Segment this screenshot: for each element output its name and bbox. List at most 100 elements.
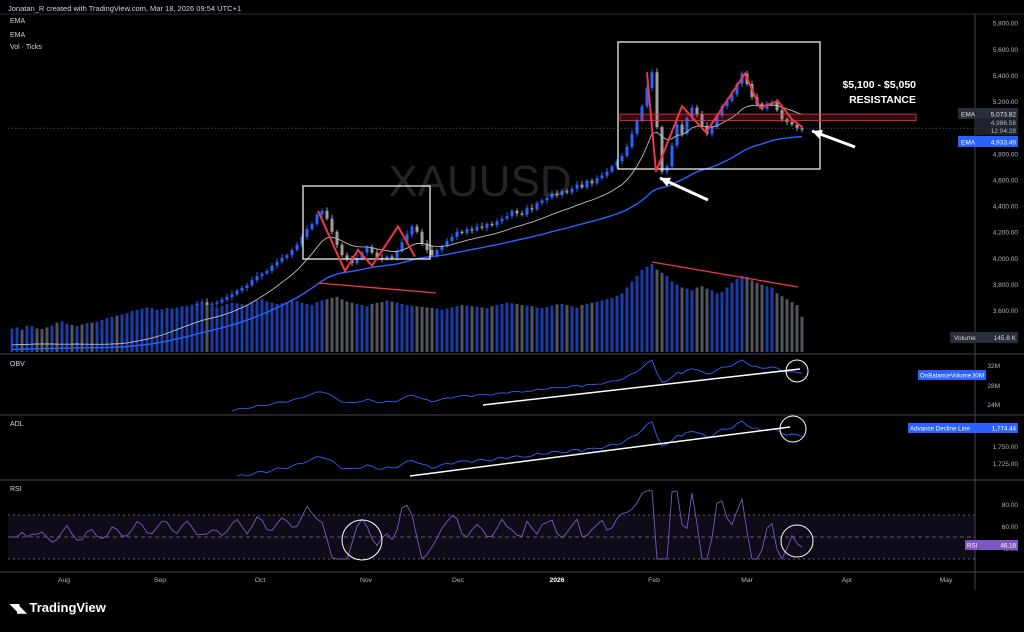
last-price-value: 4,986.56	[991, 120, 1017, 127]
candle-body	[710, 127, 714, 134]
rsi-line	[12, 490, 803, 561]
volume-bar	[145, 307, 149, 352]
volume-bar	[245, 304, 249, 352]
volume-bar	[315, 302, 319, 352]
volume-bar	[185, 306, 189, 352]
candle-body	[420, 231, 424, 244]
volume-bar	[40, 329, 44, 352]
candle-body	[365, 247, 369, 253]
candle-body	[550, 193, 554, 198]
candle-body	[640, 106, 644, 121]
candle-body	[495, 221, 499, 226]
volume-bar	[600, 300, 604, 352]
volume-bar	[490, 306, 494, 352]
volume-bar	[725, 287, 729, 352]
candle-body	[565, 191, 569, 193]
adl-tick-label: 1,750.00	[993, 444, 1019, 451]
volume-bar	[630, 281, 634, 352]
candle-body	[595, 178, 599, 184]
volume-bar	[240, 303, 244, 352]
candle-body	[325, 210, 329, 219]
volume-bar	[310, 305, 314, 352]
volume-bar	[710, 290, 714, 352]
candle-body	[600, 175, 604, 179]
ema-slow-tag-label: EMA	[961, 140, 976, 147]
resistance-label: RESISTANCE	[849, 94, 916, 106]
candle-body	[545, 197, 549, 201]
adl-tag-value: 1,774.44	[992, 426, 1017, 433]
volume-bar	[540, 308, 544, 352]
volume-bar	[445, 308, 449, 352]
volume-bar	[560, 303, 564, 352]
volume-bar	[100, 319, 104, 352]
candle-body	[700, 114, 704, 126]
candle-body	[685, 118, 689, 134]
volume-bar	[190, 305, 194, 352]
candle-body	[580, 184, 584, 188]
volume-bar	[430, 308, 434, 352]
volume-bar	[195, 305, 199, 352]
candle-body	[235, 290, 239, 295]
volume-bar	[500, 303, 504, 352]
candle-body	[575, 184, 579, 189]
x-axis-label: Dec	[452, 577, 465, 584]
adl-trend-line	[409, 426, 791, 477]
volume-bar	[555, 304, 559, 352]
rsi-tag-bg	[965, 540, 1018, 550]
x-axis-label: 2026	[549, 577, 564, 584]
candle-body	[415, 226, 419, 232]
obv-pane-title[interactable]: OBV	[10, 361, 25, 368]
candle-body	[400, 242, 404, 252]
candle-body	[470, 229, 474, 231]
volume-bar	[565, 305, 569, 352]
candle-body	[285, 255, 289, 258]
price-tick-label: 5,600.00	[993, 47, 1019, 54]
volume-bar	[620, 293, 624, 352]
ema-fast-tag-label: EMA	[961, 112, 976, 119]
ema-fast-tag-bg	[958, 108, 1018, 119]
obv-tag-value: 30M	[972, 373, 984, 380]
volume-bar	[455, 306, 459, 352]
x-axis-label: Sep	[154, 577, 166, 584]
legend-ema-slow[interactable]: EMA	[10, 32, 26, 39]
legend-volume[interactable]: Vol · Ticks	[10, 44, 42, 51]
candle-body	[610, 166, 614, 172]
volume-bar	[270, 302, 274, 352]
volume-bar	[635, 275, 639, 352]
volume-bar	[390, 301, 394, 352]
candle-body	[715, 115, 719, 128]
rsi-pane-title[interactable]: RSI	[10, 486, 22, 493]
volume-bar	[670, 281, 674, 352]
volume-bar	[140, 308, 144, 352]
volume-bar	[485, 308, 489, 352]
volume-bar	[325, 299, 329, 352]
volume-bar	[35, 328, 39, 352]
volume-bar	[95, 321, 99, 352]
volume-bar	[645, 266, 649, 352]
volume-bar	[290, 300, 294, 352]
obv-trend-line	[482, 368, 801, 406]
ema-slow-line	[11, 136, 803, 351]
candle-body	[650, 72, 654, 88]
adl-pane-title[interactable]: ADL	[10, 421, 24, 428]
ema-slow-tag-bg	[958, 136, 1018, 147]
candle-body	[255, 276, 259, 281]
candle-body	[340, 244, 344, 256]
volume-bar	[795, 305, 799, 352]
candle-body	[205, 302, 209, 305]
candle-body	[765, 103, 769, 109]
x-axis-label: Nov	[360, 577, 373, 584]
volume-bar	[640, 269, 644, 352]
volume-bar	[800, 316, 804, 352]
candle-body	[245, 285, 249, 288]
tradingview-brand[interactable]: ◥◣ TradingView	[10, 600, 106, 615]
resistance-zone	[619, 113, 917, 122]
countdown-value: 12:04:28	[991, 128, 1017, 135]
volume-bar	[225, 303, 229, 352]
candle-body	[625, 146, 629, 156]
candle-body	[800, 128, 804, 130]
volume-bar	[570, 306, 574, 352]
x-axis-label: Aug	[58, 577, 70, 584]
legend-ema-fast[interactable]: EMA	[10, 18, 26, 25]
